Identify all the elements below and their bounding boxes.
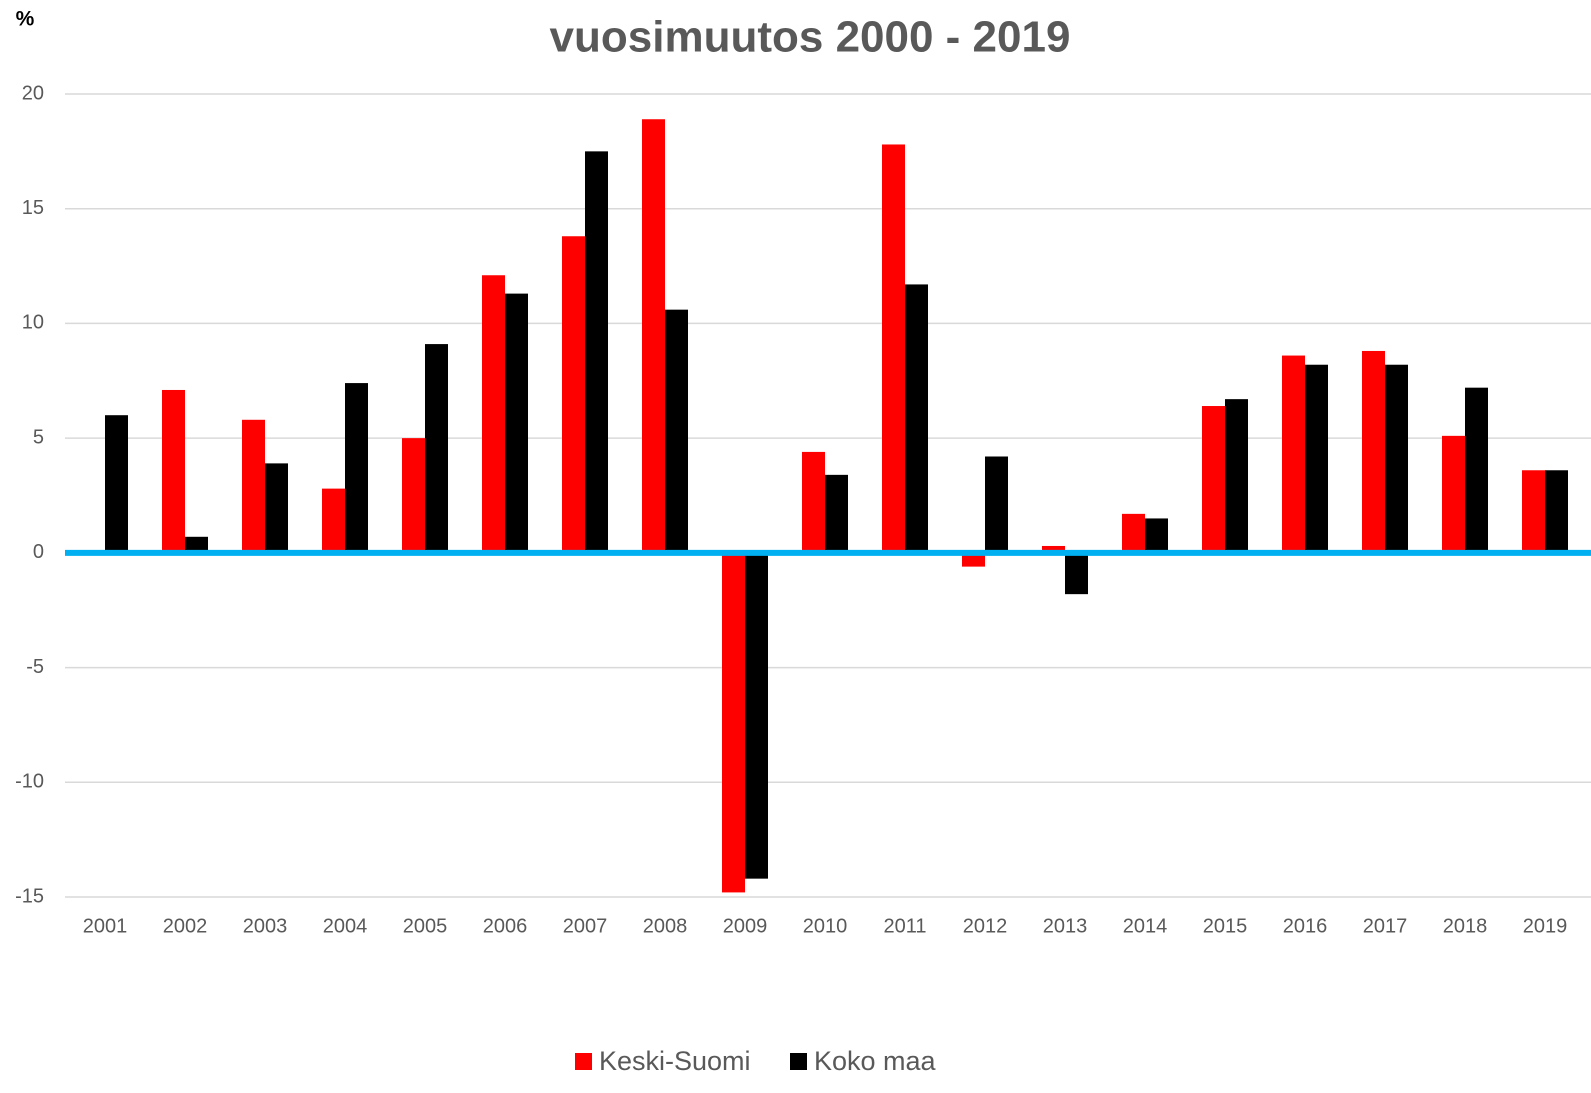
x-tick-label: 2006 (483, 915, 528, 937)
bar (402, 438, 425, 553)
x-tick-label: 2005 (403, 915, 448, 937)
x-tick-label: 2009 (723, 915, 768, 937)
x-tick-label: 2003 (243, 915, 288, 937)
bar (322, 488, 345, 553)
bar (1145, 518, 1168, 553)
x-tick-label: 2012 (963, 915, 1008, 937)
bar (1282, 355, 1305, 553)
bar (665, 309, 688, 553)
bar (562, 236, 585, 553)
bar (1362, 350, 1385, 553)
x-tick-label: 2002 (163, 915, 208, 937)
bar (585, 151, 608, 553)
y-tick-label: 0 (33, 541, 44, 563)
bar (1202, 406, 1225, 553)
legend-label: Koko maa (814, 1046, 937, 1076)
bar (905, 284, 928, 553)
legend-swatch (575, 1053, 592, 1070)
x-tick-label: 2015 (1203, 915, 1248, 937)
x-tick-label: 2019 (1523, 915, 1568, 937)
bar (425, 344, 448, 553)
y-tick-label: 15 (22, 197, 44, 219)
bar (1545, 470, 1568, 553)
bar (722, 552, 745, 893)
legend-label: Keski-Suomi (599, 1046, 751, 1076)
bar (882, 144, 905, 553)
bar (1305, 364, 1328, 553)
bar (162, 389, 185, 553)
y-tick-label: 20 (22, 82, 44, 104)
x-tick-label: 2010 (803, 915, 848, 937)
bar (745, 552, 768, 879)
y-tick-label: 10 (22, 312, 44, 334)
bar (825, 474, 848, 553)
bar (1225, 399, 1248, 553)
x-tick-label: 2016 (1283, 915, 1328, 937)
x-tick-label: 2008 (643, 915, 688, 937)
bar (265, 463, 288, 553)
bar (105, 415, 128, 553)
y-tick-label: -15 (15, 885, 44, 907)
y-tick-label: -5 (26, 656, 44, 678)
bar (985, 456, 1008, 553)
legend-swatch (790, 1053, 807, 1070)
x-tick-label: 2017 (1363, 915, 1408, 937)
y-tick-label: -10 (15, 771, 44, 793)
bar (642, 119, 665, 553)
bar (242, 419, 265, 553)
bar (1385, 364, 1408, 553)
y-axis-label: % (16, 8, 35, 31)
bar (1442, 435, 1465, 553)
chart-title: vuosimuutos 2000 - 2019 (550, 13, 1071, 62)
bar (1065, 552, 1088, 595)
bar (1042, 545, 1065, 553)
bar (505, 293, 528, 553)
x-tick-label: 2001 (83, 915, 128, 937)
bar (1122, 513, 1145, 553)
x-tick-label: 2013 (1043, 915, 1088, 937)
bar (802, 451, 825, 553)
bar (185, 536, 208, 553)
bar (1522, 470, 1545, 553)
bar (1465, 387, 1488, 553)
bar (345, 383, 368, 553)
bar (962, 552, 985, 567)
bar (482, 275, 505, 553)
x-tick-label: 2014 (1123, 915, 1168, 937)
x-tick-label: 2018 (1443, 915, 1488, 937)
y-tick-label: 5 (33, 426, 44, 448)
x-tick-label: 2007 (563, 915, 608, 937)
x-tick-label: 2004 (323, 915, 368, 937)
x-tick-label: 2011 (883, 915, 926, 937)
